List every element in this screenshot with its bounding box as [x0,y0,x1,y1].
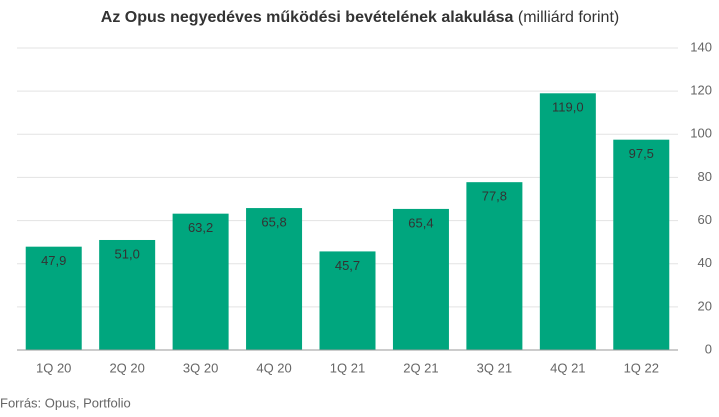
bar [172,213,229,350]
y-tick-label: 80 [698,169,712,184]
bar [319,251,376,350]
x-tick-label: 1Q 22 [624,360,659,375]
data-label: 63,2 [188,220,213,235]
y-tick-label: 60 [698,212,712,227]
bar [466,182,523,350]
data-label: 47,9 [41,253,66,268]
x-tick-label: 3Q 20 [183,360,218,375]
x-tick-label: 2Q 21 [403,360,438,375]
x-tick-label: 2Q 20 [109,360,144,375]
data-label: 65,8 [261,214,286,229]
bar [613,139,670,350]
data-label: 119,0 [552,100,584,115]
y-tick-label: 20 [698,298,712,313]
bar [246,208,303,350]
bar [539,93,596,351]
y-tick-label: 140 [690,39,712,54]
x-tick-label: 1Q 21 [330,360,365,375]
x-tick-label: 1Q 20 [36,360,71,375]
x-tick-label: 4Q 20 [256,360,291,375]
subtitle: (milliárd forint) [518,9,619,26]
y-tick-label: 100 [690,126,712,141]
data-label: 51,0 [115,246,140,261]
x-tick-label: 3Q 21 [477,360,512,375]
x-tick-label: 4Q 21 [550,360,585,375]
data-label: 77,8 [482,189,507,204]
title: Az Opus negyedéves működési bevételének … [101,9,514,26]
data-label: 45,7 [335,258,360,273]
data-label: 65,4 [408,215,433,230]
bar [392,208,449,350]
data-label: 97,5 [629,146,654,161]
bar [99,239,156,350]
y-tick-label: 0 [705,341,712,356]
source: Forrás: Opus, Portfolio [0,395,131,410]
y-tick-label: 120 [690,83,712,98]
y-tick-label: 40 [698,255,712,270]
chart-title: Az Opus negyedéves működési bevételének … [101,9,619,26]
bar [25,246,82,350]
